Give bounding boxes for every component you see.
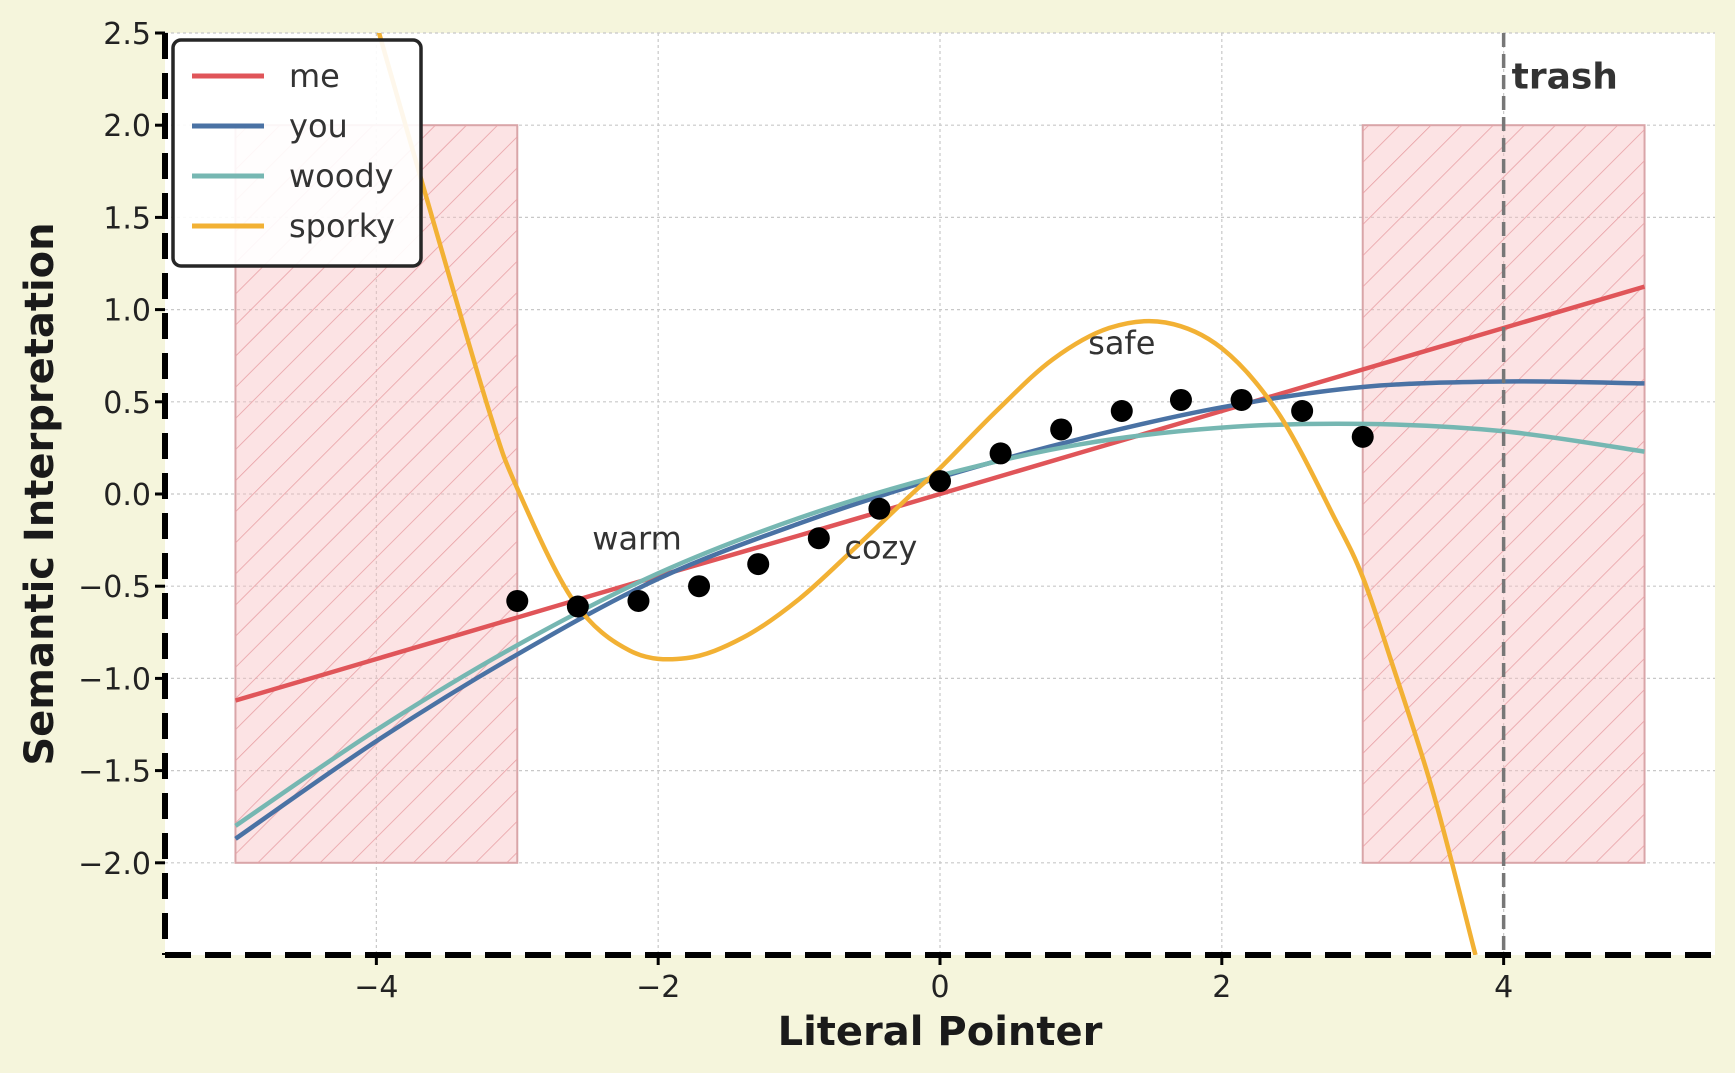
legend: me you woody sporky — [171, 38, 423, 268]
y-tick-label: 0.0 — [103, 478, 151, 513]
x-tick-label: 0 — [930, 970, 949, 1005]
scatter-point — [929, 470, 951, 493]
y-tick-label: −0.5 — [78, 570, 151, 605]
scatter-point — [1169, 388, 1192, 411]
x-tick-label: −2 — [636, 970, 680, 1005]
trash-label: trash — [1512, 56, 1618, 97]
scatter-point — [868, 497, 891, 520]
x-tick-label: −4 — [354, 970, 398, 1005]
y-axis-label: Semantic Interpretation — [17, 222, 63, 765]
scatter-point — [807, 527, 830, 550]
scatter-points — [506, 388, 1374, 618]
y-tick-label: −1.0 — [78, 662, 151, 697]
scatter-point — [989, 442, 1012, 465]
y-tick-label: 0.5 — [103, 386, 151, 421]
annotation-safe: safe — [1088, 324, 1155, 362]
scatter-point — [566, 595, 589, 618]
scatter-point — [1050, 418, 1073, 441]
scatter-point — [506, 589, 529, 612]
annotations: warm cozy safe — [592, 324, 1155, 567]
x-axis-label: Literal Pointer — [778, 1009, 1103, 1055]
scatter-point — [747, 553, 770, 576]
legend-label-sporky: sporky — [289, 207, 395, 245]
legend-label-me: me — [289, 57, 340, 95]
y-tick-label: 1.0 — [103, 294, 151, 329]
x-tick-label: 2 — [1212, 970, 1231, 1005]
annotation-warm: warm — [592, 519, 682, 557]
y-tick-label: 1.5 — [103, 201, 151, 236]
series-line-woody — [234, 421, 1645, 828]
y-tick-label: 2.0 — [103, 109, 151, 144]
ticks: −4 −2 0 2 4 −2.0 −1.5 −1.0 −0.5 0.0 0.5 1.0 1.5 2.0 2.… — [78, 17, 1513, 1005]
series-line-me — [234, 284, 1646, 703]
y-tick-label: 2.5 — [103, 17, 151, 52]
legend-label-you: you — [289, 107, 348, 145]
annotation-cozy: cozy — [844, 529, 917, 567]
scatter-point — [1110, 400, 1133, 423]
legend-box — [171, 38, 423, 268]
trash-vline-group: trash — [1501, 33, 1618, 955]
y-tick-label: −2.0 — [78, 847, 151, 882]
y-tick-label: −1.5 — [78, 755, 151, 790]
scatter-point — [1230, 388, 1253, 411]
scatter-point — [688, 575, 711, 598]
scatter-point — [1291, 400, 1314, 423]
legend-label-woody: woody — [289, 157, 394, 195]
x-tick-label: 4 — [1494, 970, 1513, 1005]
scatter-point — [627, 589, 650, 612]
scatter-point — [1351, 425, 1374, 448]
